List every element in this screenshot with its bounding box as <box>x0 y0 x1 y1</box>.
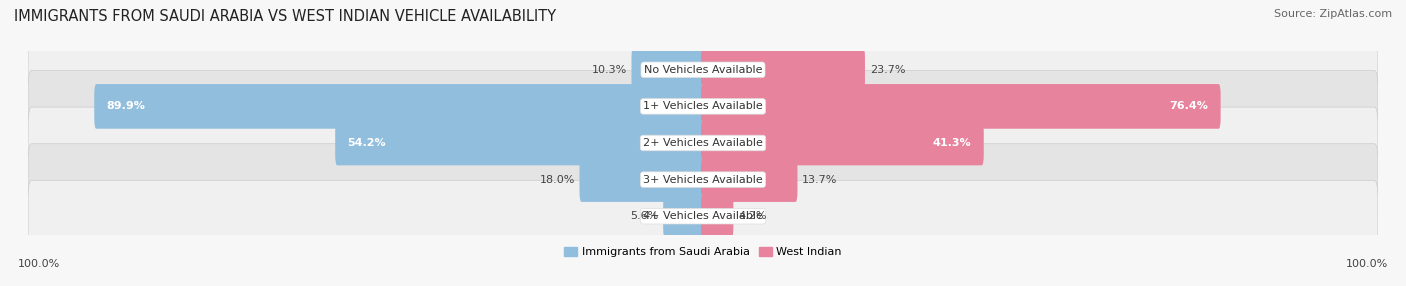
Text: IMMIGRANTS FROM SAUDI ARABIA VS WEST INDIAN VEHICLE AVAILABILITY: IMMIGRANTS FROM SAUDI ARABIA VS WEST IND… <box>14 9 557 23</box>
Text: 5.6%: 5.6% <box>630 211 658 221</box>
Text: 3+ Vehicles Available: 3+ Vehicles Available <box>643 175 763 184</box>
FancyBboxPatch shape <box>28 144 1378 215</box>
Text: 89.9%: 89.9% <box>107 102 145 111</box>
FancyBboxPatch shape <box>702 84 1220 129</box>
Text: 4.2%: 4.2% <box>738 211 766 221</box>
Text: Source: ZipAtlas.com: Source: ZipAtlas.com <box>1274 9 1392 19</box>
Text: 41.3%: 41.3% <box>934 138 972 148</box>
Text: 1+ Vehicles Available: 1+ Vehicles Available <box>643 102 763 111</box>
FancyBboxPatch shape <box>631 47 704 92</box>
Legend: Immigrants from Saudi Arabia, West Indian: Immigrants from Saudi Arabia, West India… <box>560 243 846 262</box>
FancyBboxPatch shape <box>702 47 865 92</box>
Text: 100.0%: 100.0% <box>18 259 60 269</box>
Text: 54.2%: 54.2% <box>347 138 387 148</box>
FancyBboxPatch shape <box>702 157 797 202</box>
FancyBboxPatch shape <box>579 157 704 202</box>
FancyBboxPatch shape <box>702 121 984 165</box>
Text: 18.0%: 18.0% <box>540 175 575 184</box>
Text: 100.0%: 100.0% <box>1346 259 1388 269</box>
FancyBboxPatch shape <box>664 194 704 239</box>
Text: No Vehicles Available: No Vehicles Available <box>644 65 762 75</box>
FancyBboxPatch shape <box>28 107 1378 179</box>
Text: 2+ Vehicles Available: 2+ Vehicles Available <box>643 138 763 148</box>
FancyBboxPatch shape <box>702 194 734 239</box>
Text: 10.3%: 10.3% <box>592 65 627 75</box>
FancyBboxPatch shape <box>94 84 704 129</box>
Text: 13.7%: 13.7% <box>803 175 838 184</box>
FancyBboxPatch shape <box>28 180 1378 252</box>
Text: 76.4%: 76.4% <box>1170 102 1209 111</box>
FancyBboxPatch shape <box>28 71 1378 142</box>
Text: 4+ Vehicles Available: 4+ Vehicles Available <box>643 211 763 221</box>
FancyBboxPatch shape <box>335 121 704 165</box>
Text: 23.7%: 23.7% <box>870 65 905 75</box>
FancyBboxPatch shape <box>28 34 1378 106</box>
